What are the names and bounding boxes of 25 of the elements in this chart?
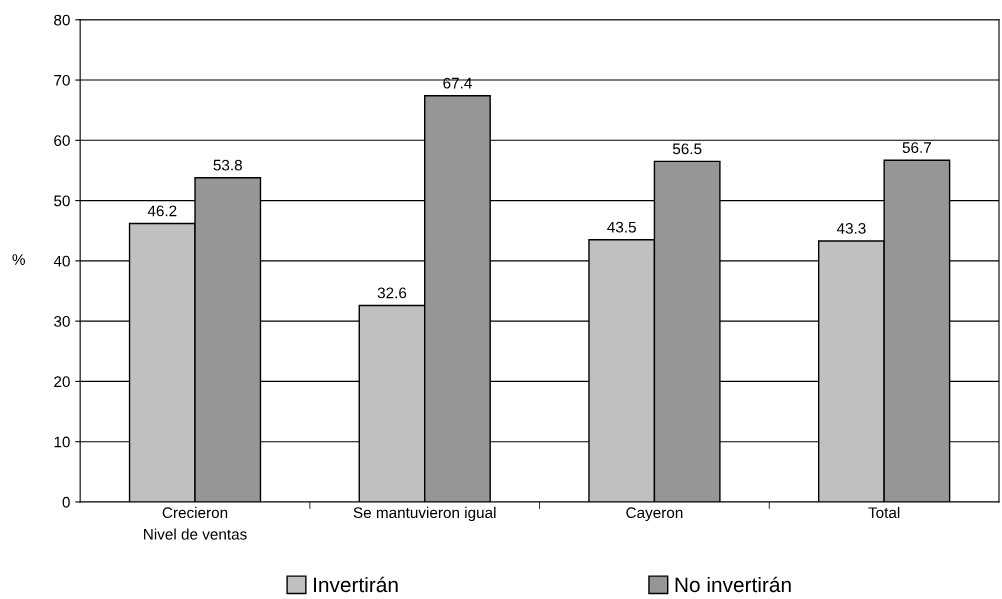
data-label: 67.4 [443,77,472,89]
y-tick-label: 60 [54,135,70,146]
data-label: 53.8 [213,159,242,171]
y-axis-title: % [12,254,25,265]
data-label: 43.3 [836,222,866,234]
y-tick-label: 10 [54,436,70,448]
y-tick-label: 70 [54,74,70,86]
x-tick-label: Cayeron [626,507,683,522]
x-tick-label: Se mantuvieron igual [353,506,496,522]
y-tick-label: 30 [54,316,70,327]
data-label: 56.7 [902,142,931,154]
y-tick-label: 0 [62,496,70,508]
y-tick-label: 20 [54,376,70,388]
y-tick-label: 50 [54,195,70,207]
y-tick-label: 80 [54,14,70,26]
legend-label: No invertirán [675,576,791,593]
x-axis-title: Nivel de ventas [144,528,247,540]
x-tick-label: Total [868,506,900,519]
legend-label: Invertirán [314,576,398,593]
data-label: 43.5 [607,221,636,233]
data-label: 56.5 [672,143,702,155]
x-tick-label: Crecieron [162,506,228,519]
data-label: 46.2 [147,205,177,217]
data-label: 32.6 [377,287,407,299]
y-tick-label: 40 [53,255,70,267]
